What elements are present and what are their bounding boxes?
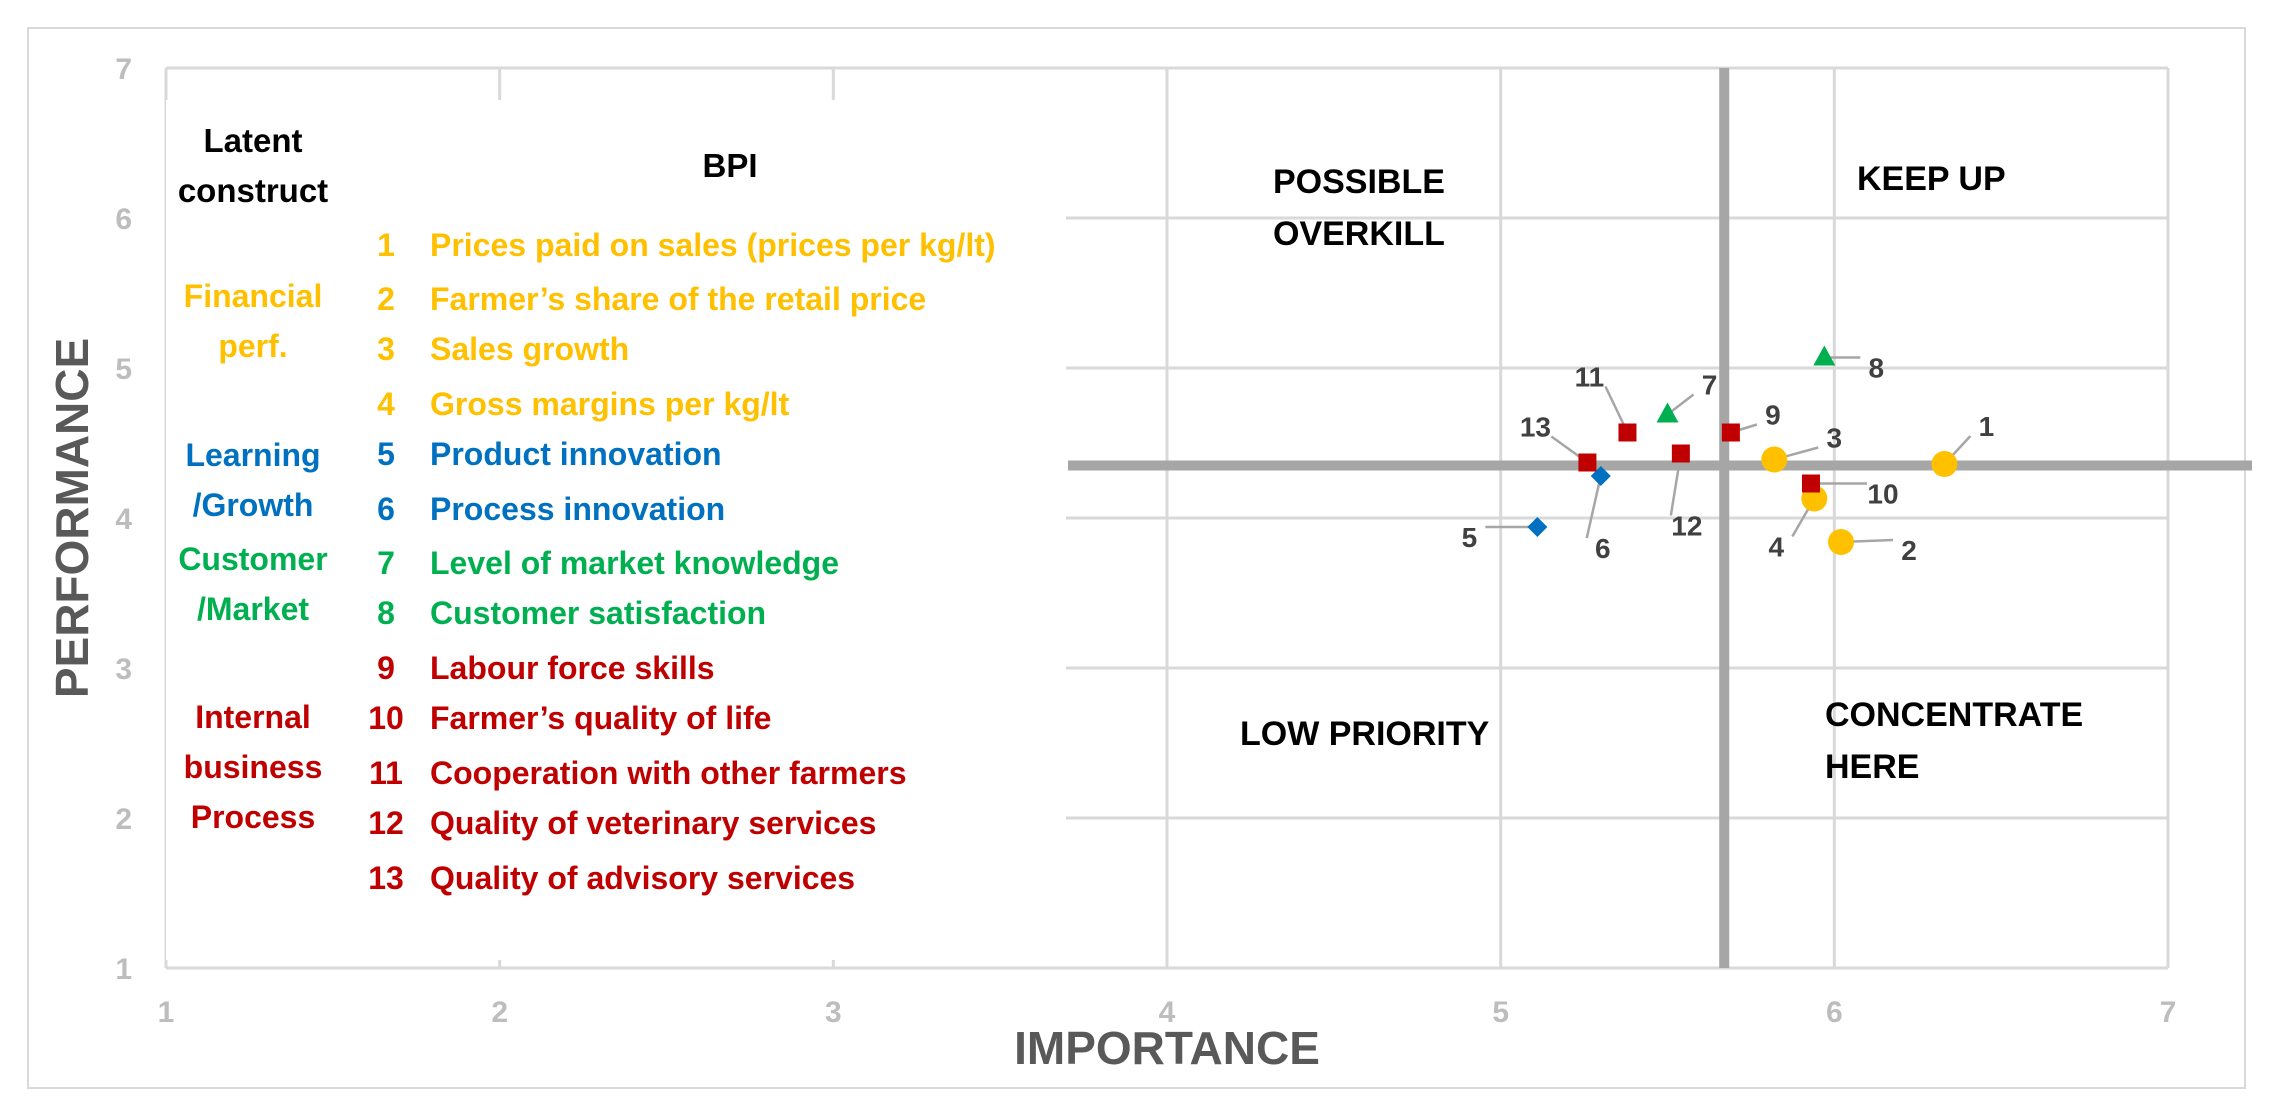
x-tick-label: 7 [2160, 996, 2177, 1029]
data-point-label: 10 [1867, 479, 1898, 510]
legend-item-number: 3 [377, 331, 395, 367]
data-point-label: 13 [1520, 412, 1551, 443]
data-point-label: 6 [1595, 533, 1611, 564]
legend-item-number: 7 [377, 545, 395, 581]
legend-item-label: Product innovation [430, 436, 722, 472]
legend-group-name: business [184, 749, 323, 785]
legend-item-label: Labour force skills [430, 650, 715, 686]
leader-line [1669, 453, 1683, 516]
data-point-label: 5 [1462, 522, 1478, 553]
quadrant-low-priority: LOW PRIORITY [1240, 715, 1490, 753]
data-point-triangle [1656, 402, 1679, 423]
x-tick-label: 5 [1492, 996, 1509, 1029]
legend-item-number: 8 [377, 595, 395, 631]
data-point-triangle [1813, 345, 1836, 366]
legend-item-number: 2 [377, 281, 395, 317]
legend-bpi-header: BPI [702, 147, 757, 184]
data-point-label: 1 [1979, 411, 1995, 442]
legend-group-name: Process [191, 799, 316, 835]
x-tick-label: 2 [491, 996, 508, 1029]
legend-group-name: Internal [195, 699, 311, 735]
quadrant-concentrate-here: HERE [1825, 748, 1919, 786]
legend-backdrop [166, 100, 1066, 960]
y-tick-label: 7 [115, 53, 132, 86]
legend-item-label: Farmer’s quality of life [430, 700, 771, 736]
legend: Latent construct BPI Financial perf. Learning… [178, 122, 996, 896]
legend-item-number: 12 [368, 805, 404, 841]
data-point-label: 4 [1769, 532, 1785, 563]
legend-item-number: 13 [368, 860, 404, 896]
legend-group-name: Financial [184, 278, 323, 314]
leader-line [1585, 475, 1602, 539]
legend-construct-header: construct [178, 172, 328, 209]
y-tick-label: 2 [115, 803, 132, 836]
legend-item-label: Customer satisfaction [430, 595, 766, 631]
legend-item-label: Process innovation [430, 491, 725, 527]
data-point-label: 12 [1671, 511, 1702, 542]
y-tick-label: 3 [115, 653, 132, 686]
legend-item-number: 11 [369, 755, 403, 791]
y-tick-label: 6 [115, 203, 132, 236]
data-point-diamond [1527, 517, 1548, 537]
data-point-label: 8 [1869, 353, 1885, 384]
legend-item-number: 5 [377, 436, 395, 472]
x-tick-label: 3 [825, 996, 842, 1029]
legend-item-number: 10 [368, 700, 404, 736]
data-point-label: 7 [1702, 370, 1718, 401]
y-tick-label: 4 [115, 503, 132, 536]
legend-item-label: Quality of advisory services [430, 860, 855, 896]
quadrant-concentrate-here: CONCENTRATE [1825, 696, 2083, 734]
quadrant-possible-overkill: POSSIBLE [1273, 163, 1445, 201]
y-tick-label: 5 [115, 353, 132, 386]
x-axis-title: IMPORTANCE [1014, 1022, 1320, 1074]
y-tick-label: 1 [115, 953, 132, 986]
x-tick-label: 1 [158, 996, 175, 1029]
data-point-circle [1931, 451, 1958, 477]
data-point-label: 9 [1765, 400, 1781, 431]
legend-item-label: Quality of veterinary services [430, 805, 876, 841]
quadrant-labels: POSSIBLE OVERKILL KEEP UP LOW PRIORITY CONCE… [1240, 160, 2083, 786]
x-tick-label: 4 [1159, 996, 1176, 1029]
data-point-square [1801, 474, 1820, 493]
data-point-label: 3 [1826, 423, 1842, 454]
data-point-square [1671, 444, 1690, 463]
crosshair-lines [1068, 68, 2252, 968]
legend-group-name: /Growth [193, 487, 314, 523]
legend-group-name: Customer [178, 541, 327, 577]
data-point-circle [1761, 446, 1788, 473]
data-point-label: 2 [1901, 535, 1917, 566]
data-point-square [1618, 423, 1637, 442]
legend-item-label: Prices paid on sales (prices per kg/lt) [430, 227, 996, 263]
y-axis-title: PERFORMANCE [46, 338, 98, 698]
legend-item-label: Farmer’s share of the retail price [430, 281, 926, 317]
legend-group-name: perf. [218, 328, 287, 364]
legend-item-label: Level of market knowledge [430, 545, 839, 581]
data-point-square [1578, 453, 1597, 472]
legend-group-name: Learning [185, 437, 320, 473]
data-point-label: 11 [1575, 362, 1605, 393]
legend-item-number: 6 [377, 491, 395, 527]
legend-item-number: 1 [377, 227, 395, 263]
quadrant-keep-up: KEEP UP [1857, 160, 2006, 198]
data-point-square [1721, 423, 1740, 442]
data-point-circle [1828, 529, 1855, 555]
legend-item-number: 9 [377, 650, 395, 686]
legend-item-number: 4 [377, 386, 395, 422]
legend-item-label: Sales growth [430, 331, 629, 367]
quadrant-possible-overkill: OVERKILL [1273, 215, 1445, 253]
legend-construct-header: Latent [204, 122, 303, 159]
legend-item-label: Cooperation with other farmers [430, 755, 907, 791]
x-tick-label: 6 [1826, 996, 1843, 1029]
legend-group-name: /Market [197, 591, 309, 627]
legend-item-label: Gross margins per kg/lt [430, 386, 790, 422]
